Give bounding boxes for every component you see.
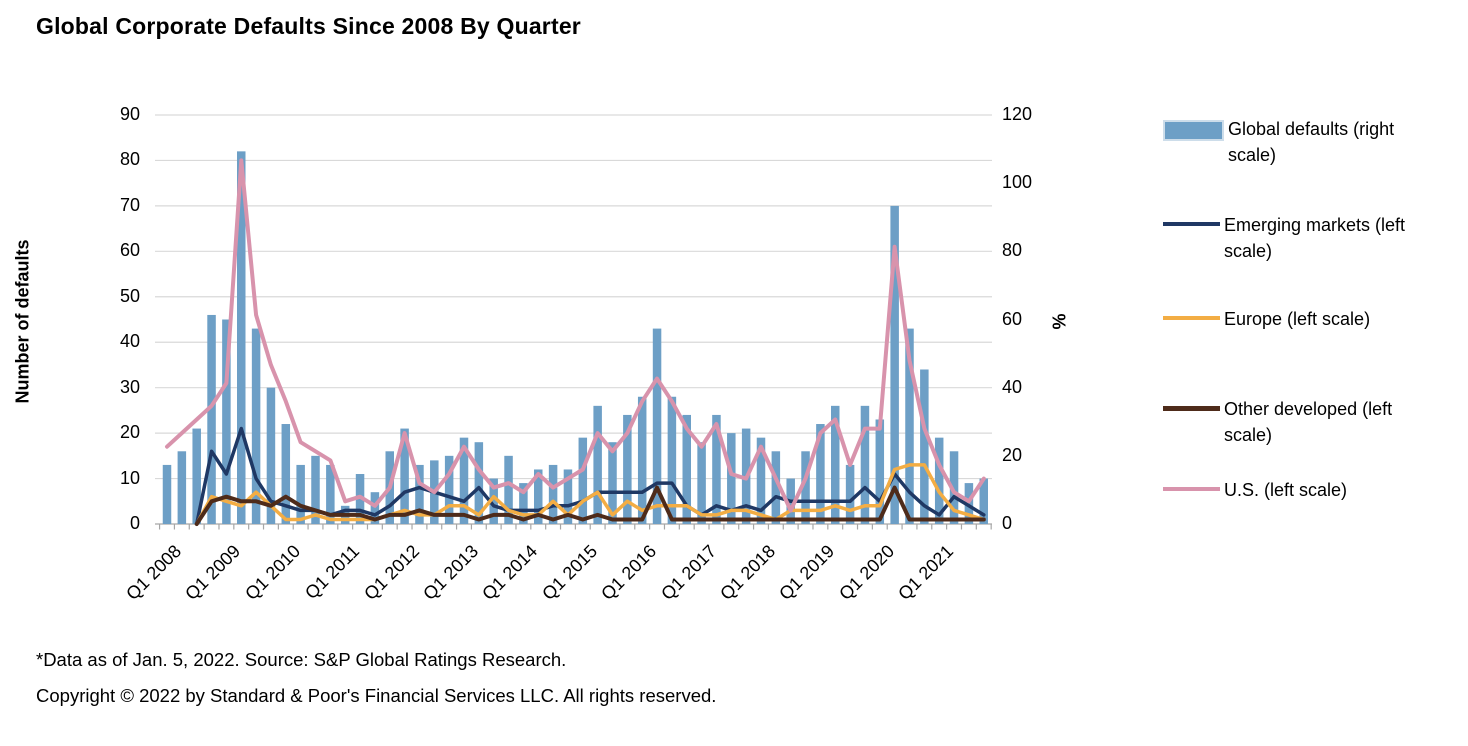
legend-label: Europe (left scale) — [1224, 309, 1371, 329]
bar — [504, 455, 513, 524]
bar — [578, 437, 588, 524]
bar — [281, 424, 291, 524]
legend-item-europe: Europe (left scale) — [1163, 306, 1419, 332]
bar — [266, 387, 276, 524]
left-axis-tick: 70 — [119, 194, 140, 215]
line-us — [165, 158, 986, 513]
legend-line-swatch-icon — [1163, 487, 1220, 491]
left-axis-tick: 60 — [119, 240, 140, 261]
right-axis-tick: 120 — [1002, 104, 1033, 124]
bar — [964, 483, 974, 524]
left-axis-tick: 30 — [119, 376, 140, 397]
chart-title: Global Corporate Defaults Since 2008 By … — [36, 13, 581, 39]
legend-label: Other developed (left scale) — [1224, 399, 1393, 446]
left-axis-tick: 10 — [119, 467, 140, 488]
bar — [623, 414, 632, 524]
left-axis-tick: 0 — [129, 513, 140, 533]
bar — [697, 442, 706, 524]
footnote-copyright: Copyright © 2022 by Standard & Poor's Fi… — [36, 685, 717, 706]
right-axis-title: % — [1049, 313, 1070, 330]
line-europe — [194, 463, 986, 526]
bar — [459, 437, 469, 524]
bar — [519, 483, 528, 524]
bar — [771, 451, 781, 524]
bar — [727, 433, 736, 524]
bar — [816, 424, 825, 524]
bar — [563, 469, 573, 524]
legend-bar-swatch-icon — [1163, 120, 1224, 141]
bar — [400, 428, 409, 524]
bar — [548, 464, 558, 524]
left-axis-title: Number of defaults — [12, 239, 33, 404]
legend-label: U.S. (left scale) — [1224, 480, 1348, 500]
bar — [415, 464, 424, 524]
bar — [534, 469, 543, 524]
bar — [444, 455, 454, 524]
bar — [311, 455, 320, 524]
bar — [860, 405, 870, 524]
bar — [326, 464, 335, 524]
bar — [177, 451, 187, 524]
bar — [934, 437, 944, 524]
right-axis-tick: 80 — [1002, 240, 1023, 261]
bar — [192, 428, 201, 524]
bar — [845, 464, 855, 524]
bar — [979, 478, 988, 524]
right-axis-tick: 20 — [1002, 444, 1023, 465]
bar — [608, 442, 617, 524]
legend-item-other_developed: Other developed (left scale) — [1163, 396, 1419, 448]
legend-item-us: U.S. (left scale) — [1163, 477, 1419, 503]
bar — [207, 314, 216, 524]
bar — [237, 151, 246, 524]
legend-line-swatch-icon — [1163, 222, 1220, 226]
right-axis-tick: 100 — [1002, 172, 1033, 193]
legend-line-swatch-icon — [1163, 406, 1220, 411]
bar — [831, 405, 840, 524]
bar — [949, 451, 959, 524]
left-axis-tick: 90 — [119, 104, 140, 124]
left-axis-tick: 40 — [119, 331, 140, 352]
left-axis-tick: 80 — [119, 149, 140, 170]
bar — [162, 464, 172, 524]
legend-label: Global defaults (right scale) — [1228, 119, 1395, 166]
bar — [593, 405, 602, 524]
bar — [222, 319, 231, 524]
legend-label: Emerging markets (left scale) — [1224, 215, 1406, 262]
legend-item-emerging: Emerging markets (left scale) — [1163, 212, 1419, 264]
bar — [296, 464, 305, 524]
bar — [682, 414, 691, 524]
bar — [637, 396, 647, 524]
bar — [890, 205, 899, 524]
right-axis-tick: 60 — [1002, 308, 1023, 329]
right-axis-tick: 40 — [1002, 376, 1023, 397]
bar — [370, 492, 380, 524]
bar — [652, 328, 662, 524]
legend-line-swatch-icon — [1163, 316, 1220, 320]
bar — [875, 419, 885, 524]
bar — [251, 328, 261, 524]
line-other_developed — [194, 485, 986, 526]
footnote-source: *Data as of Jan. 5, 2022. Source: S&P Gl… — [36, 649, 567, 670]
bar — [756, 437, 766, 524]
bar — [920, 369, 929, 524]
legend-item-bar: Global defaults (right scale) — [1163, 116, 1423, 168]
right-axis-tick: 0 — [1002, 513, 1013, 533]
bar — [489, 478, 498, 524]
left-axis-tick: 20 — [119, 422, 140, 443]
bar — [667, 396, 677, 524]
left-axis-tick: 50 — [119, 285, 140, 306]
bar — [801, 451, 810, 524]
bar — [474, 442, 484, 524]
bar — [712, 414, 721, 524]
bar — [905, 328, 914, 524]
